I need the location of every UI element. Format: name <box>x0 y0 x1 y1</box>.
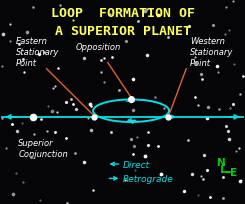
Text: Western
Stationary
Point: Western Stationary Point <box>190 37 233 68</box>
Text: E: E <box>230 167 238 177</box>
Text: Retrograde: Retrograde <box>122 174 173 183</box>
Text: A SUPERIOR PLANET: A SUPERIOR PLANET <box>54 25 191 38</box>
Text: Opposition: Opposition <box>75 42 121 51</box>
Text: Direct: Direct <box>122 160 150 169</box>
Text: LOOP  FORMATION OF: LOOP FORMATION OF <box>50 7 195 20</box>
Text: Eastern
Stationary
Point: Eastern Stationary Point <box>16 37 59 68</box>
Text: N: N <box>217 157 226 167</box>
Text: Superior
Conjunction: Superior Conjunction <box>18 138 68 158</box>
